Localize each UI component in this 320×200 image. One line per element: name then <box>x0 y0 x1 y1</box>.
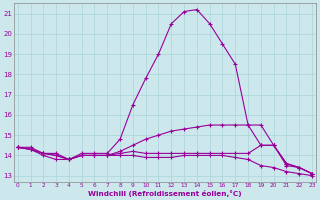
X-axis label: Windchill (Refroidissement éolien,°C): Windchill (Refroidissement éolien,°C) <box>88 190 242 197</box>
